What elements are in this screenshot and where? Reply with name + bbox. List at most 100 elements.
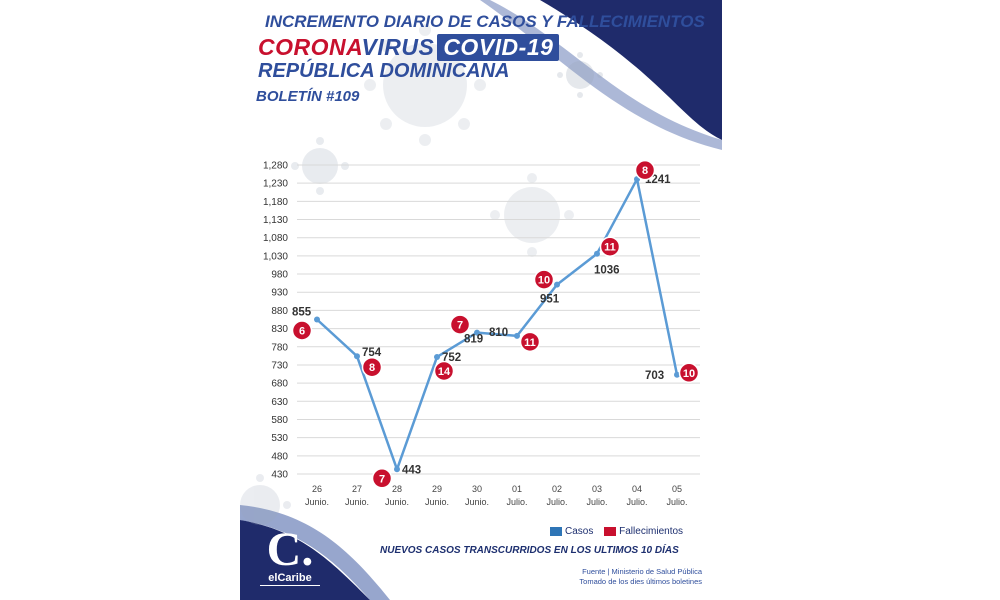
cases-line (316, 177, 679, 471)
cases-point (354, 353, 360, 360)
death-value-label: 10 (683, 368, 695, 380)
death-marker (599, 236, 621, 257)
y-tick-label: 530 (271, 433, 288, 444)
cases-point (434, 353, 440, 360)
x-tick-day: 26 (312, 484, 322, 494)
virus-decoration-small-left (291, 137, 349, 195)
footer-title: NUEVOS CASOS TRANSCURRIDOS EN LOS ULTIMO… (380, 545, 679, 556)
virus-decoration-bottom-left (240, 474, 291, 525)
death-value-label: 14 (438, 366, 451, 378)
death-marker (433, 360, 455, 382)
death-value-label: 8 (642, 165, 648, 177)
x-tick-month: Junio. (345, 497, 369, 507)
death-value-label: 7 (379, 473, 385, 485)
death-marker (519, 331, 541, 353)
death-marker (449, 314, 471, 335)
cases-point (474, 329, 480, 336)
y-tick-label: 1,180 (263, 197, 288, 208)
source-note: Fuente | Ministerio de Salud Pública Tom… (579, 567, 702, 587)
x-tick-day: 05 (672, 484, 682, 494)
legend-cases: Casos (550, 526, 593, 537)
case-value-label: 752 (442, 352, 461, 364)
covid-badge: COVID-19 (437, 34, 560, 61)
x-tick-day: 02 (552, 484, 562, 494)
y-tick-label: 780 (271, 342, 288, 353)
death-marker (678, 362, 700, 384)
legend-deaths-label: Fallecimientos (619, 526, 684, 537)
y-tick-label: 480 (271, 451, 288, 462)
virus-decoration-top-right (557, 52, 603, 98)
case-value-label: 810 (489, 327, 508, 339)
corona-word: CORONA (258, 34, 362, 60)
legend-cases-label: Casos (565, 526, 594, 537)
case-value-label: 819 (464, 334, 483, 346)
death-marker (361, 356, 383, 378)
y-tick-label: 1,280 (263, 161, 288, 172)
x-tick-month: Julio. (506, 497, 527, 507)
case-value-label: 443 (402, 464, 421, 476)
y-tick-label: 880 (271, 306, 288, 317)
y-tick-label: 580 (271, 415, 288, 426)
x-tick-month: Junio. (465, 497, 489, 507)
cases-point (514, 332, 520, 339)
x-tick-day: 04 (632, 484, 642, 494)
bottom-navy-swoosh (240, 520, 370, 600)
y-tick-label: 1,230 (263, 179, 288, 190)
legend-deaths-swatch (604, 527, 617, 536)
source-line-1: Fuente | Ministerio de Salud Pública (582, 567, 702, 576)
y-tick-label: 730 (271, 360, 288, 371)
cases-point (554, 281, 560, 288)
y-tick-label: 830 (271, 324, 288, 335)
case-value-label: 855 (292, 307, 312, 319)
elcaribe-logo: C. elCaribe (260, 523, 320, 594)
x-tick-month: Junio. (305, 497, 329, 507)
cases-point (674, 371, 680, 378)
case-value-label: 1036 (594, 265, 620, 277)
case-value-label: 703 (645, 370, 664, 382)
death-marker (371, 468, 393, 489)
x-tick-day: 30 (472, 484, 482, 494)
y-tick-label: 1,080 (263, 233, 288, 244)
case-value-label: 754 (362, 347, 382, 359)
cases-point (594, 250, 600, 257)
death-value-label: 11 (524, 337, 536, 349)
y-tick-label: 930 (271, 288, 288, 299)
x-tick-month: Junio. (385, 497, 409, 507)
legend-cases-swatch (550, 527, 562, 536)
y-tick-label: 630 (271, 397, 288, 408)
y-tick-label: 680 (271, 379, 288, 390)
logo-mark: C. (266, 523, 314, 576)
virus-word: VIRUS (361, 34, 435, 60)
bottom-navy-curve (240, 505, 390, 600)
x-tick-day: 29 (432, 484, 442, 494)
title-line-1: INCREMENTO DIARIO DE CASOS Y FALLECIMIEN… (265, 12, 705, 31)
x-tick-day: 28 (392, 484, 402, 494)
x-tick-month: Julio. (586, 497, 607, 507)
x-tick-month: Julio. (626, 497, 647, 507)
virus-decoration-large (364, 24, 486, 146)
cases-point (394, 466, 400, 473)
line-chart: 4304805305806306807307808308809309801,03… (263, 159, 700, 507)
y-tick-label: 980 (271, 270, 288, 281)
y-tick-label: 430 (271, 470, 288, 481)
x-tick-day: 01 (512, 484, 522, 494)
death-value-label: 7 (457, 320, 463, 332)
case-value-label: 951 (540, 294, 560, 306)
death-value-label: 6 (299, 326, 305, 338)
death-value-label: 8 (369, 362, 375, 374)
death-marker (533, 269, 555, 290)
x-axis: 26 Junio. 27 Junio. 28 Junio. 29 Junio. 30 Junio.… (305, 484, 688, 507)
cases-series (314, 176, 680, 473)
y-axis: 430 480 530 580 630 680 730 780 830 880 930 980 1,03… (263, 161, 288, 481)
death-marker (634, 159, 656, 181)
y-tick-label: 1,130 (263, 215, 288, 226)
logo-text: elCaribe (260, 572, 320, 586)
x-tick-day: 27 (352, 484, 362, 494)
death-value-label: 10 (538, 275, 550, 287)
data-labels: 8556754844377521481978101195110103611124… (291, 159, 700, 489)
top-navy-swoosh (540, 0, 722, 140)
y-tick-label: 1,030 (263, 251, 288, 262)
x-tick-day: 03 (592, 484, 602, 494)
country-title: REPÚBLICA DOMINICANA (258, 60, 510, 82)
chart-legend: Casos Fallecimientos (550, 526, 691, 539)
